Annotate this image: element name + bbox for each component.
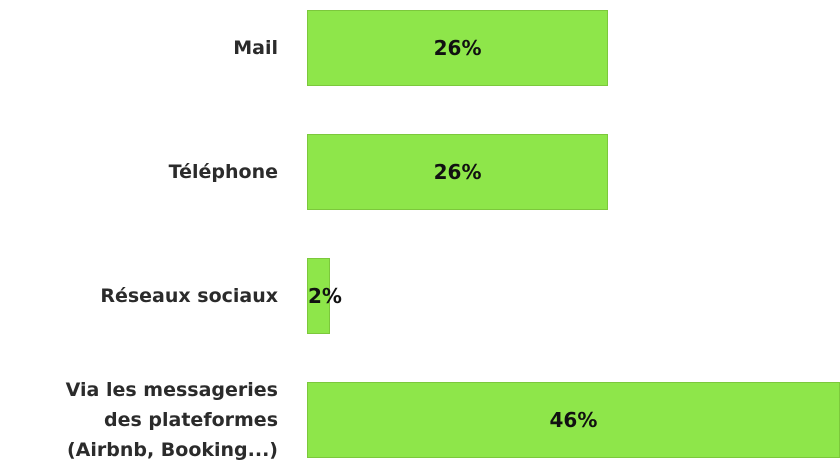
bar: [307, 258, 331, 334]
category-label: Via les messageries des plateformes (Air…: [65, 379, 278, 461]
bar: [307, 382, 840, 458]
category-label: Mail: [233, 37, 278, 59]
data-label: 26%: [433, 160, 482, 184]
category-label: Téléphone: [168, 161, 278, 183]
data-label: 26%: [433, 36, 482, 60]
data-label: 46%: [549, 408, 598, 432]
category-label: Réseaux sociaux: [100, 285, 278, 307]
bar: [307, 10, 609, 86]
data-label: 2%: [308, 284, 342, 308]
bar: [307, 134, 609, 210]
